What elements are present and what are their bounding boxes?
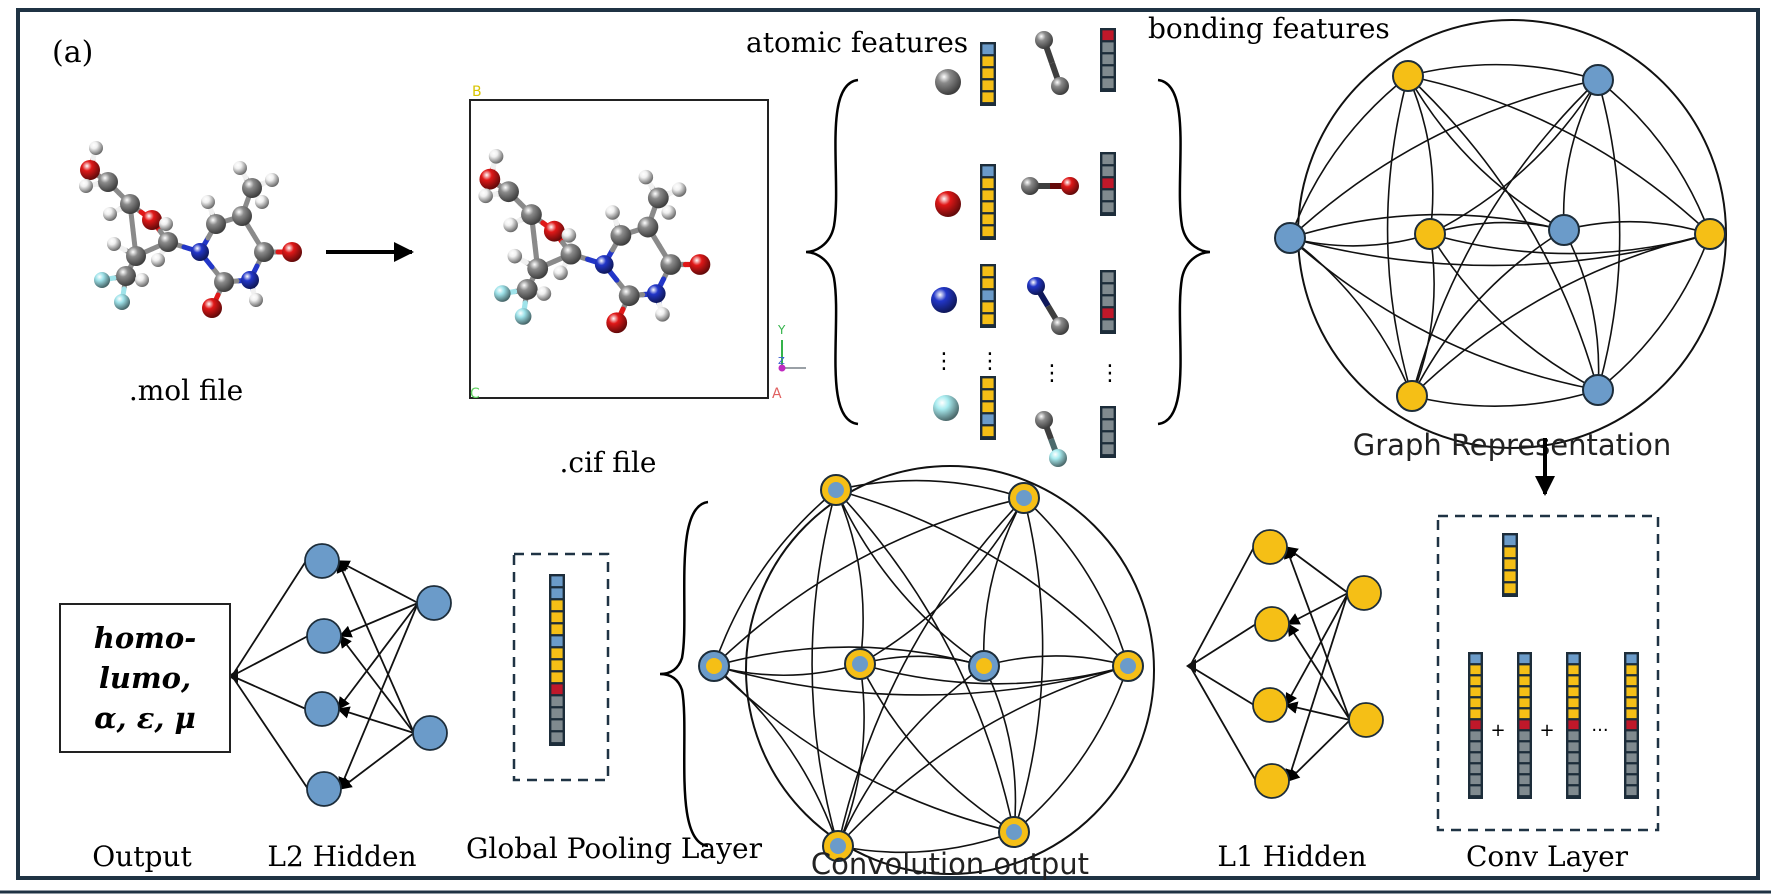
graph-node	[822, 830, 854, 862]
neuron	[1348, 702, 1384, 738]
features-close-brace	[1157, 78, 1211, 426]
l2-hidden-label: L2 Hidden	[267, 840, 416, 873]
pooling-brace	[659, 500, 709, 848]
l1-hidden-label: L1 Hidden	[1217, 840, 1366, 873]
bond-cn	[1027, 277, 1069, 335]
pooled-vector	[549, 574, 565, 746]
atomic-features-label: atomic features	[746, 26, 968, 59]
ellipsis-2: ⋮	[979, 349, 1001, 374]
graph-node	[844, 648, 876, 680]
graph-node	[1548, 214, 1580, 246]
cif-unit-cell	[469, 99, 769, 399]
graph-representation	[1274, 19, 1727, 449]
neuron	[306, 618, 342, 654]
features-open-brace	[805, 78, 859, 426]
neuron	[306, 771, 342, 807]
conv-neighbor-vector-1	[1468, 652, 1483, 799]
neuron	[1254, 763, 1290, 799]
neuron	[1346, 575, 1382, 611]
bond-vector-cn	[1100, 270, 1116, 334]
feature-rows	[931, 28, 1116, 467]
output-target-lumo: lumo,	[99, 661, 191, 695]
ellipsis-1: ⋮	[933, 349, 955, 374]
cif-corner-a: A	[772, 386, 782, 402]
graph-node	[968, 650, 1000, 682]
graph-node	[1582, 374, 1614, 406]
convolution-output-graph	[698, 465, 1155, 875]
global-pooling-box	[512, 552, 610, 782]
graph-node	[1694, 218, 1726, 250]
atomic-vector-carbon	[980, 42, 996, 106]
ellipsis-4: ⋮	[1099, 361, 1121, 386]
l2-hidden-network	[228, 543, 452, 807]
mol-molecule	[79, 141, 302, 318]
neuron	[304, 691, 340, 727]
bond-vector-cf	[1100, 406, 1116, 458]
graph-node	[998, 816, 1030, 848]
output-target-homo: homo-	[94, 621, 197, 655]
conv-layer-box	[1436, 514, 1660, 832]
graph-node	[1414, 218, 1446, 250]
output-box	[59, 603, 231, 753]
axis-y-label: Y	[777, 323, 786, 337]
cif-corner-b: B	[472, 84, 482, 100]
atomic-vector-nitrogen	[980, 264, 996, 328]
cif-molecule	[478, 149, 711, 334]
neuron	[304, 543, 340, 579]
neuron	[416, 585, 452, 621]
graph-representation-label: Graph Representation	[1353, 428, 1671, 462]
pooled-feature-vector	[549, 574, 565, 746]
conv-neighbor-vector-3	[1566, 652, 1581, 799]
convolution-output-label: Convolution output	[811, 847, 1089, 881]
l1-hidden-network	[1186, 529, 1384, 799]
graph-node	[698, 650, 730, 682]
conv-layer-vectors: + + ···	[1468, 533, 1639, 799]
bond-co	[1021, 177, 1079, 195]
graph-node	[1392, 60, 1424, 92]
graph-node	[1582, 64, 1614, 96]
graph-node	[1008, 482, 1040, 514]
bond-cf	[1035, 411, 1067, 467]
bonding-features-label: bonding features	[1148, 12, 1390, 45]
axis-triad: Y Z	[777, 323, 806, 372]
neuron	[1252, 529, 1288, 565]
atomic-vector-fluorine	[980, 376, 996, 440]
graph-node	[1396, 380, 1428, 412]
bond-vector-cc	[1100, 28, 1116, 92]
output-label: Output	[92, 840, 192, 873]
bond-vector-co	[1100, 152, 1116, 216]
cif-corner-c: C	[470, 386, 480, 402]
conv-neighbor-vector-4	[1624, 652, 1639, 799]
conv-operator: +	[1490, 720, 1505, 741]
graph-node	[1112, 650, 1144, 682]
global-pooling-label: Global Pooling Layer	[466, 832, 763, 865]
graph-node	[820, 474, 852, 506]
neuron	[1252, 687, 1288, 723]
neuron	[412, 715, 448, 751]
graph-node	[1274, 222, 1306, 254]
axis-z-label: Z	[778, 356, 785, 367]
atomic-vector-oxygen	[980, 164, 996, 240]
ellipsis-3: ⋮	[1041, 361, 1063, 386]
figure-frame	[16, 8, 1760, 880]
conv-operator: +	[1539, 720, 1554, 741]
cif-file-label: .cif file	[559, 446, 656, 479]
conv-center-vector	[1502, 533, 1518, 597]
conv-layer-label: Conv Layer	[1466, 840, 1629, 873]
neuron	[1254, 606, 1290, 642]
output-target-alpha-epsilon-mu: α, ε, μ	[94, 701, 196, 735]
bond-cc	[1035, 31, 1069, 95]
conv-operator: ···	[1591, 720, 1608, 741]
panel-label: (a)	[52, 35, 93, 70]
mol-file-label: .mol file	[129, 374, 243, 407]
conv-neighbor-vector-2	[1517, 652, 1532, 799]
